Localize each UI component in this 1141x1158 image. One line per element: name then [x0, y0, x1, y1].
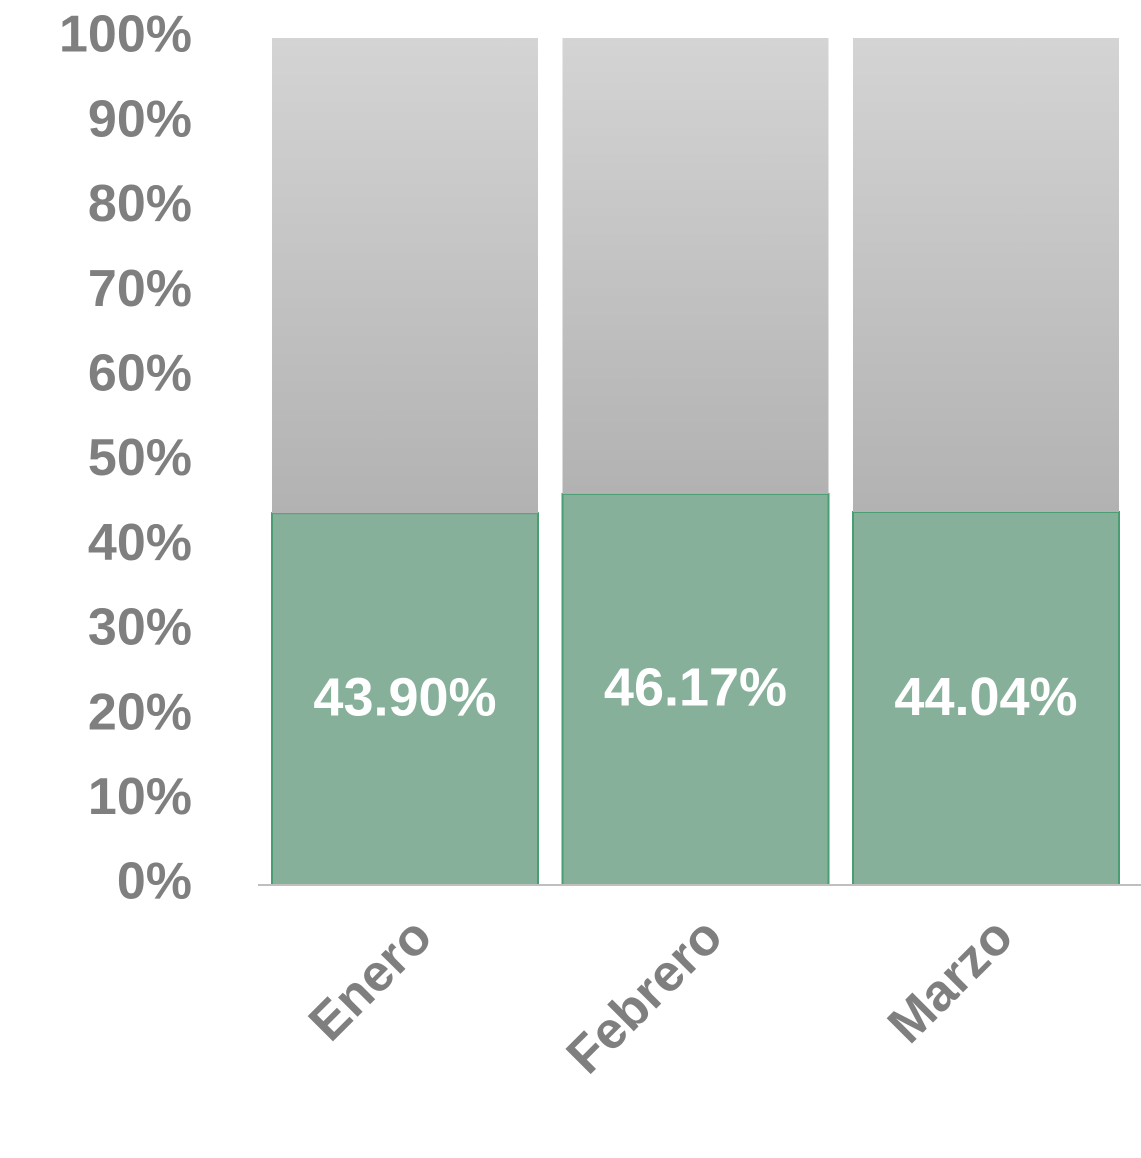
x-tick-label: Enero [298, 907, 443, 1052]
y-tick-label: 100% [59, 6, 192, 64]
bar-segment [271, 512, 539, 886]
y-tick-label: 90% [88, 90, 192, 148]
data-label: 44.04% [894, 667, 1077, 727]
y-tick-label: 50% [88, 429, 192, 487]
bar-segment [272, 38, 538, 514]
bar-segment [562, 38, 829, 494]
y-tick-label: 0% [117, 853, 192, 911]
bar-segment [561, 492, 830, 886]
data-label: 46.17% [604, 658, 787, 718]
data-label: 43.90% [313, 667, 496, 727]
y-tick-label: 40% [88, 514, 192, 572]
x-tick-label: Febrero [556, 907, 734, 1085]
y-tick-label: 20% [88, 683, 192, 741]
y-tick-label: 10% [88, 768, 192, 826]
y-tick-label: 70% [88, 260, 192, 318]
y-tick-label: 60% [88, 345, 192, 403]
y-tick-label: 30% [88, 599, 192, 657]
y-tick-label: 80% [88, 175, 192, 233]
x-tick-label: Marzo [877, 907, 1024, 1054]
bar-segment [853, 38, 1119, 512]
